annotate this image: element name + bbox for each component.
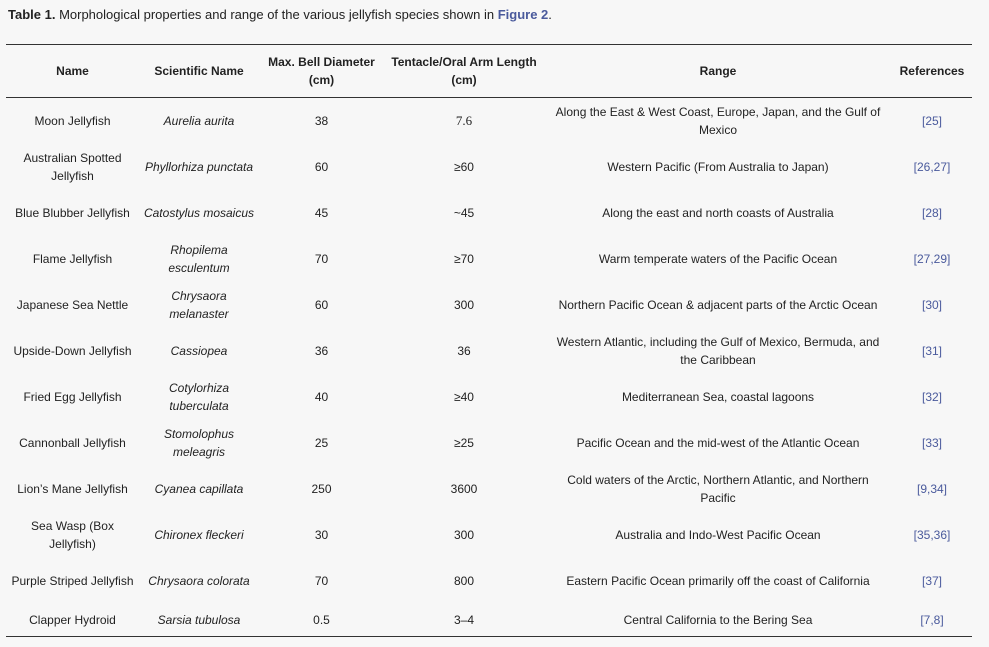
table-row: Japanese Sea Nettle Chrysaora melanaster 6… [6,282,972,328]
cell-bell-diameter: 36 [314,343,329,358]
cell-range: Western Pacific (From Australia to Japan… [607,159,829,174]
cell-name: Japanese Sea Nettle [16,297,129,312]
cell-range: Along the East & West Coast, Europe, Jap… [555,104,881,137]
cell-bell-diameter: 30 [314,527,329,542]
cell-range: Along the east and north coasts of Austr… [602,205,834,220]
cell-name: Lion’s Mane Jellyfish [17,481,128,496]
cell-tentacle-length: 800 [453,573,475,588]
cell-name: Fried Egg Jellyfish [23,389,122,404]
cell-name: Australian Spotted Jellyfish [23,150,122,183]
cell-references[interactable]: [35,36] [913,527,951,542]
cell-bell-diameter: 70 [314,573,329,588]
cell-bell-diameter: 40 [314,389,329,404]
cell-range: Australia and Indo-West Pacific Ocean [615,527,821,542]
cell-bell-diameter: 38 [314,113,329,128]
cell-tentacle-length: ~45 [453,205,475,220]
cell-tentacle-length: ≥60 [454,159,474,174]
cell-scientific-name: Phyllorhiza punctata [144,159,254,174]
cell-tentacle-length: 7.6 [455,112,473,128]
cell-name: Upside-Down Jellyfish [13,343,132,358]
cell-bell-diameter: 70 [314,251,329,266]
cell-range: Central California to the Bering Sea [623,612,813,627]
cell-references[interactable]: [25] [921,113,942,128]
cell-references[interactable]: [7,8] [920,612,944,627]
cell-scientific-name: Chrysaora melanaster [169,288,229,321]
cell-scientific-name: Chironex fleckeri [154,527,244,542]
cell-name: Purple Striped Jellyfish [11,573,134,588]
cell-name: Cannonball Jellyfish [19,435,126,450]
cell-references[interactable]: [30] [921,297,942,312]
table-row: Lion’s Mane Jellyfish Cyanea capillata 250… [6,466,972,512]
table-row: Clapper Hydroid Sarsia tubulosa 0.5 3–4 Cent… [6,604,972,637]
header-references: References [899,64,965,78]
cell-name: Flame Jellyfish [32,251,113,266]
cell-scientific-name: Catostylus mosaicus [143,205,255,220]
cell-tentacle-length: 3–4 [453,612,475,627]
cell-tentacle-length: 3600 [450,481,478,496]
cell-bell-diameter: 0.5 [313,612,330,627]
cell-range: Western Atlantic, including the Gulf of … [556,334,880,367]
table-row: Cannonball Jellyfish Stomolophus meleagri… [6,420,972,466]
cell-scientific-name: Sarsia tubulosa [157,612,241,627]
cell-references[interactable]: [31] [921,343,942,358]
header-range: Range [699,64,737,78]
cell-bell-diameter: 45 [314,205,329,220]
cell-references[interactable]: [9,34] [916,481,948,496]
table-row: Sea Wasp (Box Jellyfish) Chironex flecker… [6,512,972,558]
table-row: Moon Jellyfish Aurelia aurita 38 7.6 Along t… [6,98,972,144]
cell-references[interactable]: [33] [921,435,942,450]
cell-references[interactable]: [37] [921,573,942,588]
header-tentacle-length: Tentacle/Oral Arm Length (cm) [391,55,537,87]
caption-text: Morphological properties and range of th… [55,7,498,22]
cell-bell-diameter: 250 [311,481,332,496]
cell-scientific-name: Stomolophus meleagris [163,426,235,459]
cell-scientific-name: Cyanea capillata [154,481,244,496]
cell-name: Blue Blubber Jellyfish [15,205,130,220]
header-bell-diameter: Max. Bell Diameter (cm) [268,55,375,87]
cell-scientific-name: Rhopilema esculentum [168,242,230,275]
cell-bell-diameter: 25 [314,435,329,450]
caption-label: Table 1. [8,7,56,22]
cell-range: Pacific Ocean and the mid-west of the At… [576,435,860,450]
figure-link[interactable]: Figure 2 [497,7,549,22]
cell-references[interactable]: [26,27] [913,159,951,174]
table-row: Upside-Down Jellyfish Cassiopea 36 36 Wester… [6,328,972,374]
cell-references[interactable]: [27,29] [913,251,951,266]
cell-range: Eastern Pacific Ocean primarily off the … [566,573,870,588]
table-body: Moon Jellyfish Aurelia aurita 38 7.6 Along t… [6,98,972,637]
table-header: Name Scientific Name Max. Bell Diameter … [6,44,972,98]
cell-tentacle-length: 36 [457,343,471,358]
table-caption: Table 1. Morphological properties and ra… [8,7,552,23]
table-row: Blue Blubber Jellyfish Catostylus mosaicu… [6,190,972,236]
table-row: Flame Jellyfish Rhopilema esculentum 70 ≥70… [6,236,972,282]
cell-range: Mediterranean Sea, coastal lagoons [621,389,815,404]
cell-bell-diameter: 60 [314,297,329,312]
cell-references[interactable]: [28] [921,205,942,220]
cell-name: Clapper Hydroid [29,612,116,627]
cell-bell-diameter: 60 [314,159,329,174]
cell-scientific-name: Cotylorhiza tuberculata [168,380,230,413]
jellyfish-table: Name Scientific Name Max. Bell Diameter … [6,44,972,637]
cell-tentacle-length: 300 [453,527,475,542]
header-name: Name [56,64,89,78]
header-scientific-name: Scientific Name [154,64,244,78]
cell-range: Warm temperate waters of the Pacific Oce… [598,251,838,266]
cell-range: Northern Pacific Ocean & adjacent parts … [558,297,878,312]
table-row: Australian Spotted Jellyfish Phyllorhiza … [6,144,972,190]
table-row: Purple Striped Jellyfish Chrysaora colora… [6,558,972,604]
cell-name: Moon Jellyfish [34,113,111,128]
cell-tentacle-length: ≥70 [454,251,474,266]
caption-end: . [548,7,552,22]
cell-name: Sea Wasp (Box Jellyfish) [31,518,114,551]
cell-scientific-name: Chrysaora colorata [148,573,250,588]
cell-tentacle-length: ≥40 [454,389,474,404]
cell-references[interactable]: [32] [921,389,942,404]
cell-tentacle-length: ≥25 [454,435,474,450]
table-row: Fried Egg Jellyfish Cotylorhiza tubercula… [6,374,972,420]
cell-tentacle-length: 300 [453,297,475,312]
cell-scientific-name: Aurelia aurita [163,113,235,128]
cell-scientific-name: Cassiopea [170,343,228,358]
cell-range: Cold waters of the Arctic, Northern Atla… [567,472,869,505]
